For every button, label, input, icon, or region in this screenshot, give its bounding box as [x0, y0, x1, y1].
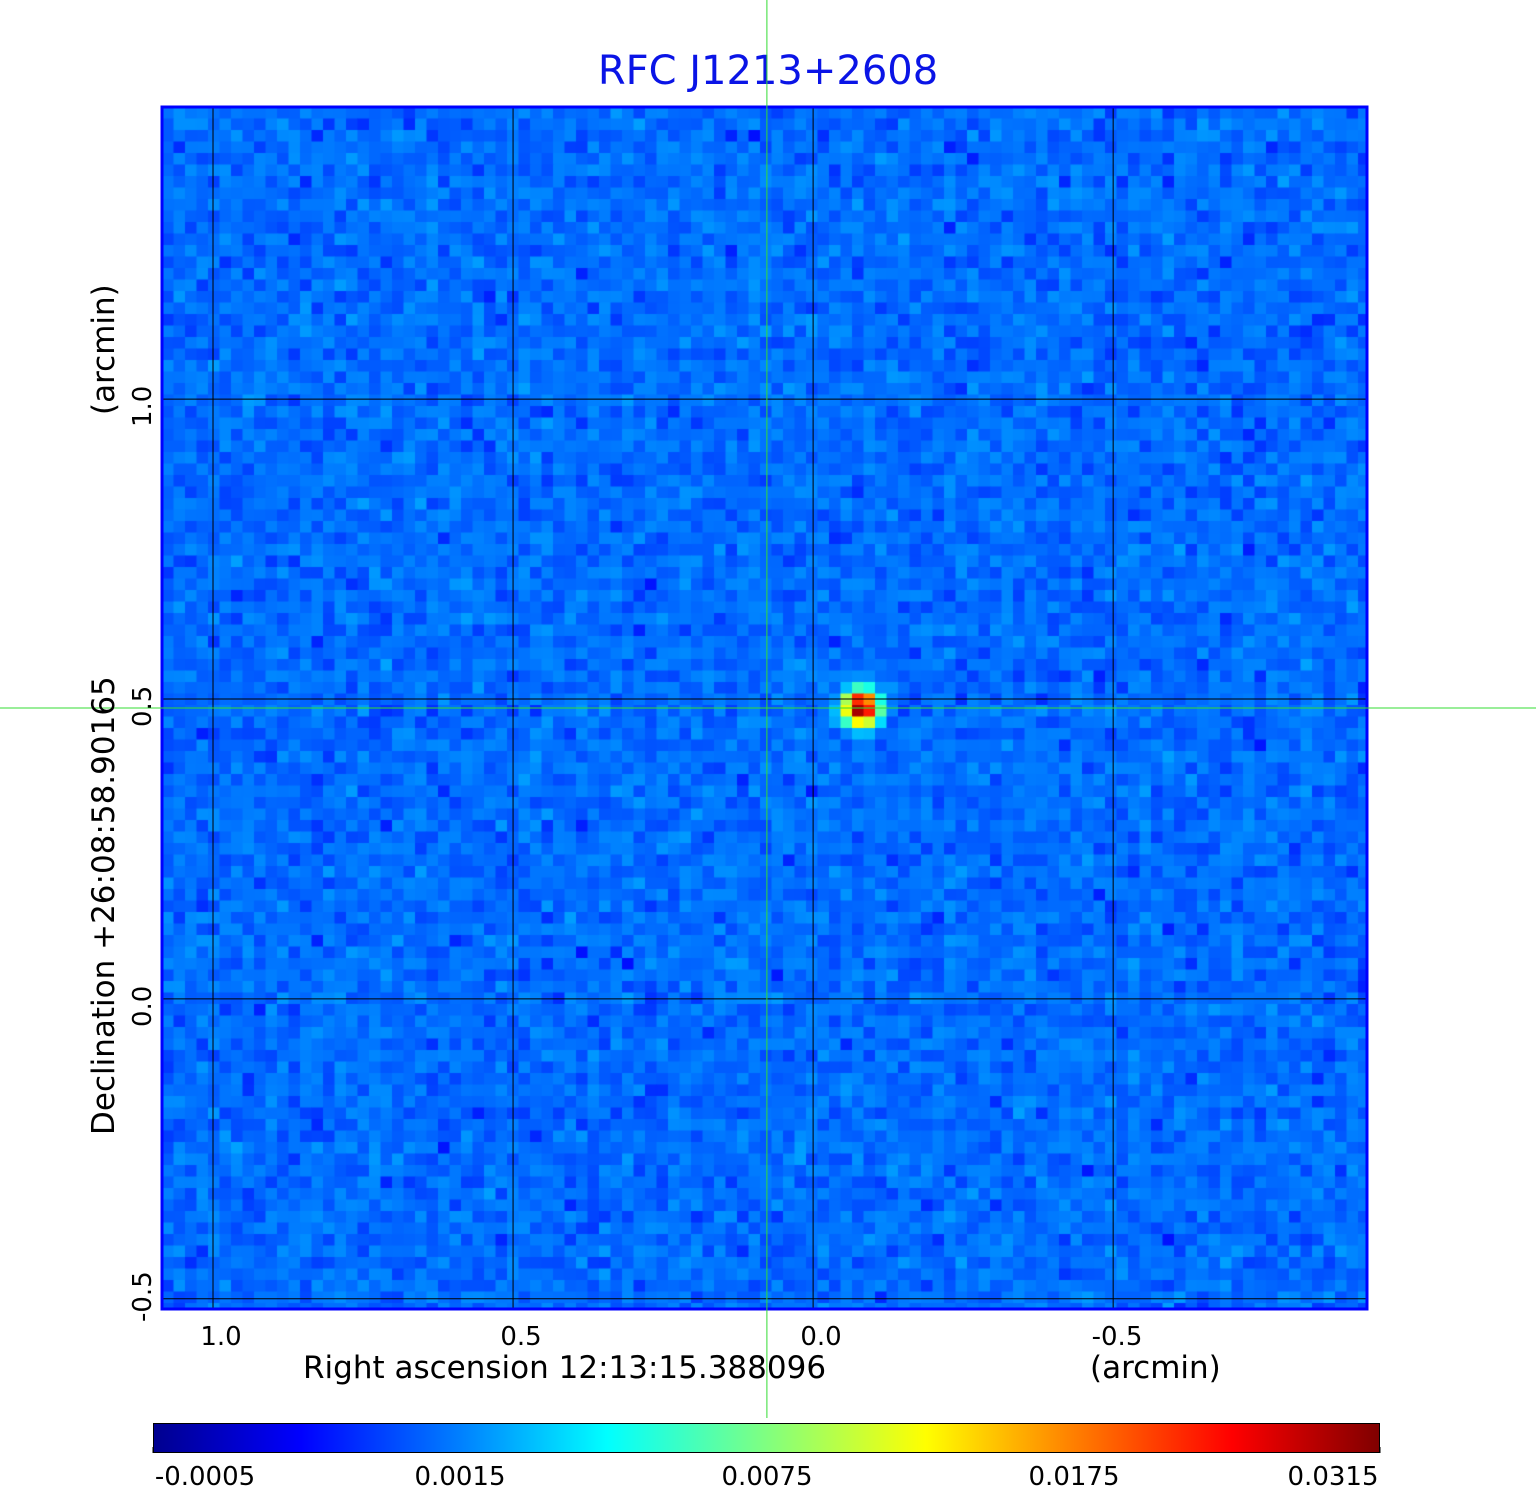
y-axis-unit: (arcmin)	[86, 284, 122, 415]
colorbar-tick-label: 0.0075	[721, 1462, 813, 1492]
image-plot-area[interactable]	[162, 107, 1367, 1309]
y-axis-label: Declination +26:08:58.90165	[86, 676, 122, 1135]
colorbar-tick-label: 0.0175	[1028, 1462, 1120, 1492]
y-tick-label: -0.5	[128, 1271, 158, 1322]
x-tick-label: -0.5	[1091, 1322, 1143, 1352]
heatmap-image[interactable]	[162, 107, 1367, 1309]
x-tick-label: 1.0	[200, 1322, 242, 1352]
y-tick-label: 0.0	[128, 985, 158, 1027]
x-tick-label: 0.5	[500, 1322, 542, 1352]
x-axis-label: Right ascension 12:13:15.388096	[303, 1350, 827, 1386]
chart-title: RFC J1213+2608	[597, 48, 939, 94]
colorbar-tick-label: -0.0005	[154, 1462, 256, 1492]
y-tick-label: 0.5	[128, 685, 158, 727]
colorbar-tick-label: 0.0315	[1287, 1462, 1379, 1492]
colorbar	[153, 1423, 1380, 1453]
colorbar-tick-label: 0.0015	[414, 1462, 506, 1492]
x-axis-unit: (arcmin)	[1090, 1350, 1221, 1386]
y-tick-label: 1.0	[128, 385, 158, 427]
x-tick-label: 0.0	[800, 1322, 842, 1352]
